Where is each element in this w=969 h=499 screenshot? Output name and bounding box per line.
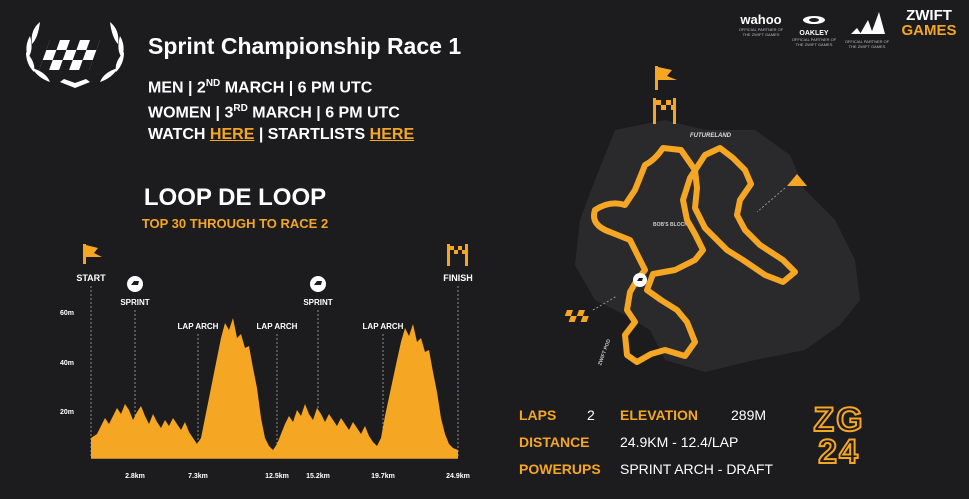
route-name: LOOP DE LOOP bbox=[143, 184, 327, 211]
map-start-flag-icon bbox=[655, 66, 677, 90]
distance-value: 24.9KM - 12.4/LAP bbox=[620, 434, 739, 450]
map-finish-flag-icon bbox=[653, 98, 676, 124]
x-tick: 24.9km bbox=[446, 473, 470, 480]
sponsor-oakley: OAKLEY OFFICIAL PARTNER OF THE ZWIFT GAM… bbox=[790, 12, 838, 47]
sprint-icon bbox=[310, 276, 326, 292]
finish-label: FINISH bbox=[443, 273, 473, 283]
women-schedule: WOMEN | 3RD MARCH | 6 PM UTC bbox=[148, 103, 400, 122]
x-tick: 19.7km bbox=[371, 473, 395, 480]
powerups-label: POWERUPS bbox=[519, 461, 601, 477]
zwift-games-logo: ZWIFT GAMES bbox=[901, 7, 957, 39]
laps-label: LAPS bbox=[519, 407, 557, 423]
route-line bbox=[591, 145, 798, 365]
startlists-link[interactable]: HERE bbox=[369, 126, 415, 143]
map-lap-arch-icon bbox=[564, 295, 618, 322]
laps-value: 2 bbox=[587, 407, 595, 423]
elevation-area bbox=[91, 318, 458, 458]
finish-flag-icon bbox=[447, 244, 468, 266]
sponsor-adidas: OFFICIAL PARTNER OF THE ZWIFT GAMES bbox=[843, 12, 891, 49]
distance-label: DISTANCE bbox=[519, 434, 590, 450]
map-label-futureland: FUTURELAND bbox=[690, 133, 732, 139]
men-schedule: MEN | 2ND MARCH | 6 PM UTC bbox=[148, 78, 373, 97]
y-tick: 60m bbox=[60, 310, 74, 317]
start-flag-icon bbox=[83, 244, 102, 264]
map-sprint-icon bbox=[633, 273, 647, 287]
sponsor-wahoo: wahoo OFFICIAL PARTNER OF THE ZWIFT GAME… bbox=[738, 12, 784, 37]
x-tick: 7.3km bbox=[188, 473, 208, 480]
race-title: Sprint Championship Race 1 bbox=[148, 33, 462, 59]
x-tick: 12.5km bbox=[265, 473, 289, 480]
marker-sprint-1: SPRINT bbox=[120, 298, 149, 307]
y-tick: 20m bbox=[60, 409, 74, 416]
route-subtitle: TOP 30 THROUGH TO RACE 2 bbox=[141, 216, 329, 231]
sprint-icon bbox=[127, 276, 143, 292]
powerups-value: SPRINT ARCH - DRAFT bbox=[620, 461, 773, 477]
route-map: FUTURELAND BOB'S BLOCKS ZWIFT POD bbox=[564, 66, 860, 372]
elevation-label: ELEVATION bbox=[620, 407, 699, 423]
x-tick: 15.2km bbox=[306, 473, 330, 480]
watch-line: WATCH HERE | STARTLISTS HERE bbox=[148, 126, 415, 143]
map-label-zwift-pod: ZWIFT POD bbox=[597, 338, 612, 366]
elevation-profile: START FINISH SPRINT LAP ARCH LAP ARCH SP… bbox=[60, 244, 473, 480]
marker-lap-arch-2: LAP ARCH bbox=[257, 322, 298, 331]
start-label: START bbox=[76, 273, 106, 283]
elevation-value: 289M bbox=[731, 407, 767, 423]
zg24-logo: ZG 24 bbox=[812, 401, 865, 471]
marker-lap-arch-3: LAP ARCH bbox=[363, 322, 404, 331]
marker-lap-arch-1: LAP ARCH bbox=[178, 322, 219, 331]
adidas-logo-icon bbox=[851, 12, 885, 34]
marker-sprint-2: SPRINT bbox=[303, 298, 332, 307]
x-tick: 2.8km bbox=[125, 473, 145, 480]
oakley-logo-icon bbox=[803, 16, 825, 24]
watch-link[interactable]: HERE bbox=[209, 126, 255, 143]
map-label-bobs-blocks: BOB'S BLOCKS bbox=[653, 222, 692, 228]
map-lap-arch-icon bbox=[756, 174, 807, 213]
map-landmass bbox=[575, 120, 860, 372]
y-tick: 40m bbox=[60, 360, 74, 367]
championship-wreath-icon bbox=[26, 22, 124, 88]
